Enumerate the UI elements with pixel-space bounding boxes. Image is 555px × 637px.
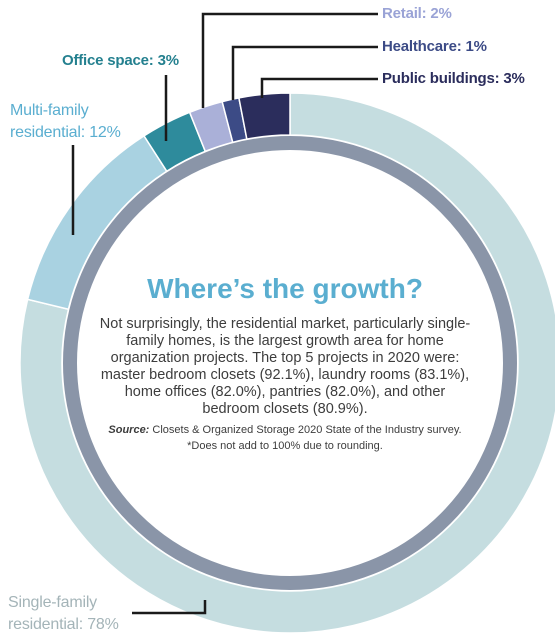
slice-public-buildings: [238, 92, 291, 140]
leader-line-retail: [201, 12, 378, 108]
leader-line-single-family: [132, 600, 207, 615]
slice-single-family-residential: [19, 92, 555, 634]
leader-line-public-buildings: [260, 77, 378, 98]
leader-lines: [71, 12, 378, 615]
label-healthcare: Healthcare: 1%: [382, 38, 487, 55]
chart-source: Source: Closets & Organized Storage 2020…: [95, 423, 475, 438]
center-text: Where’s the growth? Not surprisingly, th…: [95, 272, 475, 454]
source-label: Source:: [108, 424, 150, 436]
label-public-buildings: Public buildings: 3%: [382, 70, 525, 87]
source-text: Closets & Organized Storage 2020 State o…: [149, 424, 462, 436]
label-multi-family: Multi-family residential: 12%: [10, 102, 121, 141]
label-retail: Retail: 2%: [382, 5, 452, 22]
donut-slices: [19, 92, 555, 634]
label-single-family: Single-family residential: 78%: [8, 594, 119, 633]
inner-ring: [63, 136, 517, 590]
label-office-space: Office space: 3%: [62, 52, 179, 69]
chart-body-text: Not surprisingly, the residential market…: [99, 316, 471, 417]
chart-title: Where’s the growth?: [147, 273, 423, 304]
chart-note: *Does not add to 100% due to rounding.: [187, 440, 383, 452]
leader-line-healthcare: [231, 45, 378, 100]
